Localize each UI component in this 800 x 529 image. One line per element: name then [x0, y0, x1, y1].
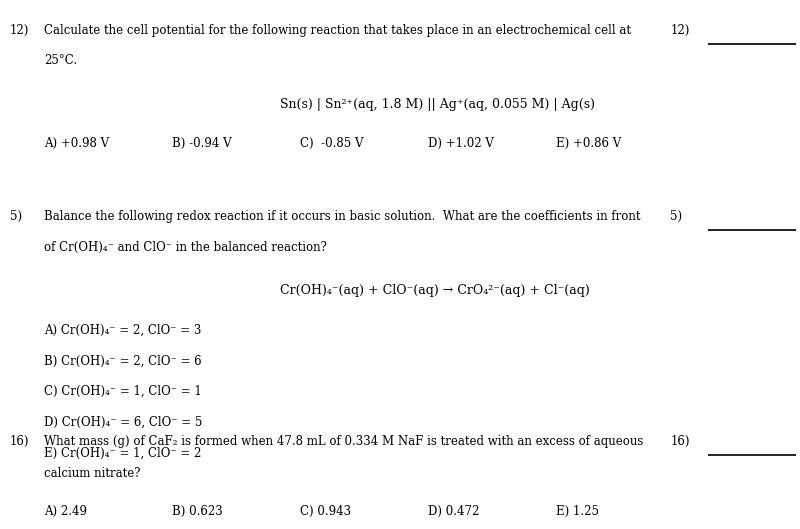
- Text: Cr(OH)₄⁻(aq) + ClO⁻(aq) → CrO₄²⁻(aq) + Cl⁻(aq): Cr(OH)₄⁻(aq) + ClO⁻(aq) → CrO₄²⁻(aq) + C…: [280, 284, 590, 297]
- Text: Calculate the cell potential for the following reaction that takes place in an e: Calculate the cell potential for the fol…: [44, 24, 631, 37]
- Text: 5): 5): [670, 210, 682, 223]
- Text: D) +1.02 V: D) +1.02 V: [428, 136, 494, 150]
- Text: A) 2.49: A) 2.49: [44, 505, 87, 518]
- Text: D) 0.472: D) 0.472: [428, 505, 479, 518]
- Text: 16): 16): [10, 435, 29, 448]
- Text: E) 1.25: E) 1.25: [556, 505, 599, 518]
- Text: Sn(s) | Sn²⁺(aq, 1.8 M) || Ag⁺(aq, 0.055 M) | Ag(s): Sn(s) | Sn²⁺(aq, 1.8 M) || Ag⁺(aq, 0.055…: [280, 98, 595, 111]
- Text: A) +0.98 V: A) +0.98 V: [44, 136, 109, 150]
- Text: of Cr(OH)₄⁻ and ClO⁻ in the balanced reaction?: of Cr(OH)₄⁻ and ClO⁻ in the balanced rea…: [44, 241, 327, 254]
- Text: C) Cr(OH)₄⁻ = 1, ClO⁻ = 1: C) Cr(OH)₄⁻ = 1, ClO⁻ = 1: [44, 385, 202, 398]
- Text: 16): 16): [670, 435, 690, 448]
- Text: B) 0.623: B) 0.623: [172, 505, 222, 518]
- Text: Balance the following redox reaction if it occurs in basic solution.  What are t: Balance the following redox reaction if …: [44, 210, 641, 223]
- Text: B) Cr(OH)₄⁻ = 2, ClO⁻ = 6: B) Cr(OH)₄⁻ = 2, ClO⁻ = 6: [44, 354, 202, 368]
- Text: 25°C.: 25°C.: [44, 54, 77, 68]
- Text: What mass (g) of CaF₂ is formed when 47.8 mL of 0.334 M NaF is treated with an e: What mass (g) of CaF₂ is formed when 47.…: [44, 435, 643, 448]
- Text: E) Cr(OH)₄⁻ = 1, ClO⁻ = 2: E) Cr(OH)₄⁻ = 1, ClO⁻ = 2: [44, 446, 202, 460]
- Text: C) 0.943: C) 0.943: [300, 505, 351, 518]
- Text: 5): 5): [10, 210, 22, 223]
- Text: C)  -0.85 V: C) -0.85 V: [300, 136, 363, 150]
- Text: E) +0.86 V: E) +0.86 V: [556, 136, 622, 150]
- Text: 12): 12): [670, 24, 690, 37]
- Text: D) Cr(OH)₄⁻ = 6, ClO⁻ = 5: D) Cr(OH)₄⁻ = 6, ClO⁻ = 5: [44, 416, 202, 429]
- Text: 12): 12): [10, 24, 29, 37]
- Text: B) -0.94 V: B) -0.94 V: [172, 136, 232, 150]
- Text: A) Cr(OH)₄⁻ = 2, ClO⁻ = 3: A) Cr(OH)₄⁻ = 2, ClO⁻ = 3: [44, 324, 202, 337]
- Text: calcium nitrate?: calcium nitrate?: [44, 467, 141, 480]
